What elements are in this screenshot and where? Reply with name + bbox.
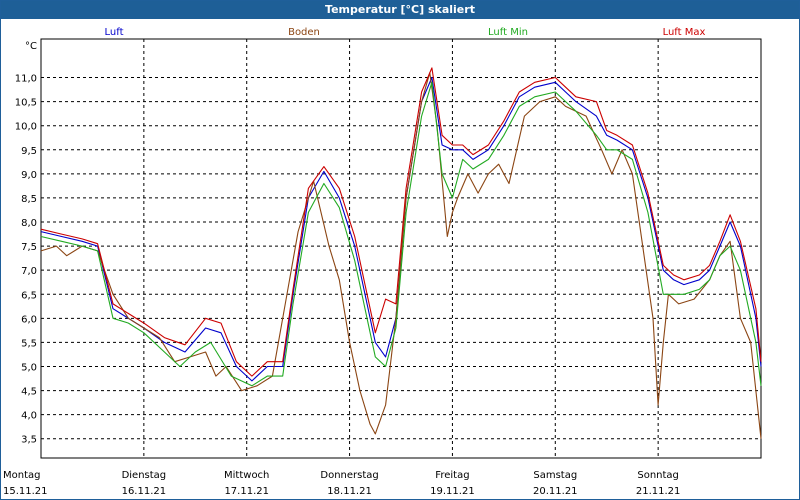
x-tick-date: 18.11.21 xyxy=(327,486,372,497)
y-tick-label: 6,0 xyxy=(21,314,37,325)
x-tick-day: Dienstag xyxy=(122,470,167,481)
x-tick-day: Freitag xyxy=(435,470,469,481)
x-tick-date: 15.11.21 xyxy=(3,486,48,497)
y-tick-label: 7,5 xyxy=(21,242,37,253)
y-tick-label: 5,0 xyxy=(21,362,37,373)
grid xyxy=(41,39,761,458)
x-tick-date: 17.11.21 xyxy=(224,486,269,497)
x-tick-day: Mittwoch xyxy=(224,470,269,481)
y-tick-label: 6,5 xyxy=(21,290,37,301)
x-tick-day: Montag xyxy=(3,470,40,481)
y-tick-label: 9,0 xyxy=(21,170,37,181)
y-tick-label: 9,5 xyxy=(21,146,37,157)
x-tick-date: 16.11.21 xyxy=(122,486,167,497)
series-line-luft xyxy=(40,76,762,382)
y-tick-label: 3,5 xyxy=(21,435,37,446)
y-tick-label: 4,0 xyxy=(21,411,37,422)
y-tick-label: 8,5 xyxy=(21,194,37,205)
legend-item-boden: Boden xyxy=(288,27,320,38)
y-tick-label: 11,0 xyxy=(15,74,37,85)
plot-area xyxy=(40,38,762,459)
x-tick-date: 20.11.21 xyxy=(533,486,578,497)
series-line-luft-max xyxy=(40,67,762,377)
y-tick-label: 5,5 xyxy=(21,338,37,349)
chart-title: Temperatur [°C] skaliert xyxy=(1,1,799,19)
legend: Luft Boden Luft Min Luft Max xyxy=(105,27,706,38)
legend-item-luft: Luft xyxy=(105,27,124,38)
series-layer xyxy=(40,67,762,439)
y-tick-label: 10,5 xyxy=(15,98,37,109)
plot-border xyxy=(40,38,762,459)
legend-item-luft-max: Luft Max xyxy=(663,27,706,38)
y-axis-unit: °C xyxy=(25,41,37,52)
x-tick-day: Sonntag xyxy=(637,470,679,481)
x-tick-date: 21.11.21 xyxy=(636,486,681,497)
series-line-boden xyxy=(40,72,762,439)
series-line-luft-min xyxy=(40,81,762,387)
x-tick-date: 19.11.21 xyxy=(430,486,475,497)
y-tick-label: 7,0 xyxy=(21,266,37,277)
y-tick-label: 4,5 xyxy=(21,387,37,398)
y-tick-label: 8,0 xyxy=(21,218,37,229)
axis-labels: 11,0 10,5 10,0 9,5 9,0 8,5 8,0 7,5 7,0 6,5 6,0 5,5 5… xyxy=(3,41,680,497)
x-tick-day: Samstag xyxy=(533,470,577,481)
legend-item-luft-min: Luft Min xyxy=(488,27,528,38)
x-tick-day: Donnerstag xyxy=(320,470,378,481)
y-tick-label: 10,0 xyxy=(15,122,37,133)
